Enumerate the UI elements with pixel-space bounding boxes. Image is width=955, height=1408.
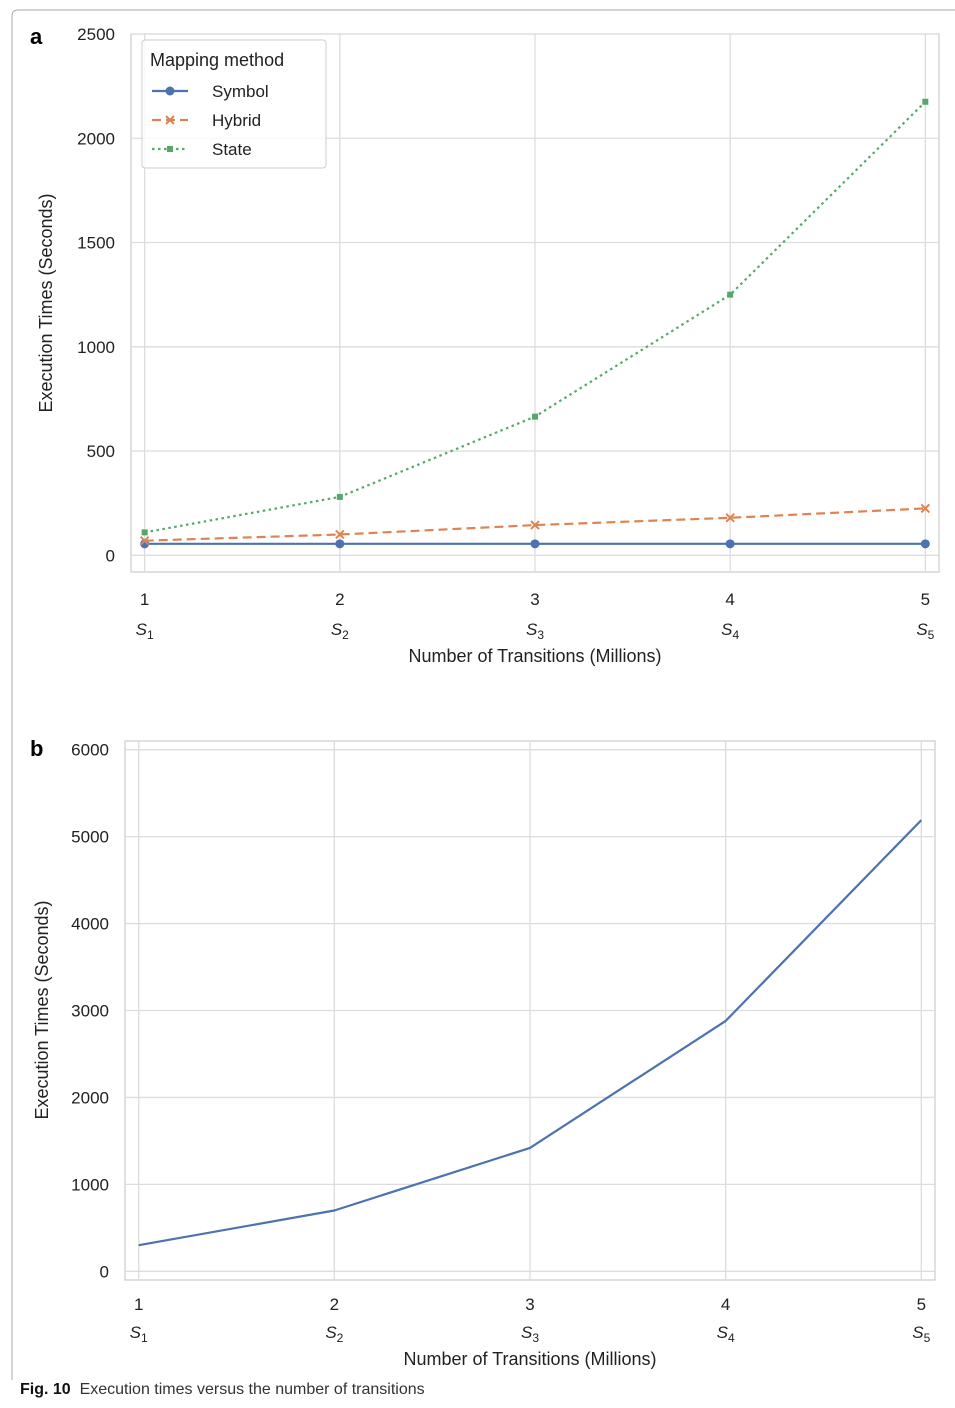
y-tick-label: 3000 xyxy=(71,1002,109,1021)
x-tick-label: 1 xyxy=(134,1295,143,1314)
y-tick-label: 1000 xyxy=(77,338,115,357)
legend-label-state: State xyxy=(212,140,252,159)
data-point-state xyxy=(922,98,929,105)
legend-marker-symbol xyxy=(165,86,175,96)
data-point-hybrid xyxy=(139,536,150,546)
series-line-execution-time xyxy=(138,819,923,1247)
data-point-symbol xyxy=(920,539,930,549)
data-point-state xyxy=(141,529,148,536)
chart-panel-b: 0 1000 2000 3000 4000 5000 6000 1 S1 2 S2 3 S3 4 S4 5 S5… xyxy=(30,736,936,1369)
legend: Mapping method Symbol Hybrid State xyxy=(141,39,327,169)
y-tick-label: 5000 xyxy=(71,828,109,847)
x-tick-sublabel: S3 xyxy=(526,620,544,642)
x-tick-label: 5 xyxy=(917,1295,926,1314)
x-tick-label: 2 xyxy=(330,1295,339,1314)
panel-letter: a xyxy=(30,24,43,49)
legend-label-symbol: Symbol xyxy=(212,82,269,101)
data-point-hybrid xyxy=(920,503,931,514)
data-point-symbol xyxy=(725,539,735,549)
x-tick-sublabel: S1 xyxy=(130,1323,148,1345)
x-tick-label: 5 xyxy=(921,590,930,609)
legend-marker-state xyxy=(167,146,173,152)
legend-title: Mapping method xyxy=(150,50,284,70)
x-tick-sublabel: S2 xyxy=(325,1323,343,1345)
legend-label-hybrid: Hybrid xyxy=(212,111,261,130)
data-point-hybrid xyxy=(530,520,540,530)
x-axis-label: Number of Transitions (Millions) xyxy=(403,1349,656,1369)
caption-text: Execution times versus the number of tra… xyxy=(79,1381,425,1398)
x-tick-sublabel: S3 xyxy=(521,1323,539,1345)
y-tick-label: 500 xyxy=(87,442,115,461)
x-tick-label: 4 xyxy=(725,590,734,609)
x-tick-label: 4 xyxy=(721,1295,730,1314)
data-point-hybrid xyxy=(725,513,735,523)
legend-box xyxy=(141,39,327,169)
y-axis-label: Execution Times (Seconds) xyxy=(36,193,56,412)
chart-panel-a: 0 500 1000 1500 2000 2500 1 S1 2 S2 3 S3 4 S4 5 S5 Numbe… xyxy=(30,24,940,666)
panel-letter: b xyxy=(30,736,43,761)
x-tick-label: 3 xyxy=(525,1295,534,1314)
x-tick-sublabel: S1 xyxy=(136,620,154,642)
y-tick-label: 2000 xyxy=(77,129,115,148)
x-tick-sublabel: S5 xyxy=(912,1323,930,1345)
y-tick-label: 0 xyxy=(106,546,115,565)
y-axis-label: Execution Times (Seconds) xyxy=(32,900,52,1119)
y-tick-label: 2000 xyxy=(71,1088,109,1107)
data-point-hybrid xyxy=(335,529,345,540)
series-line-hybrid xyxy=(144,507,926,542)
x-tick-sublabel: S5 xyxy=(916,620,934,642)
data-point-state xyxy=(532,413,538,420)
data-point-symbol xyxy=(530,539,540,549)
caption-label: Fig. 10 xyxy=(20,1381,71,1398)
x-axis-label: Number of Transitions (Millions) xyxy=(408,646,661,666)
data-point-state xyxy=(727,291,734,298)
x-tick-label: 2 xyxy=(335,590,344,609)
figure-border xyxy=(11,9,955,1380)
y-tick-label: 0 xyxy=(100,1262,109,1281)
y-tick-label: 4000 xyxy=(71,915,109,934)
y-tick-label: 1500 xyxy=(77,234,115,253)
data-point-state xyxy=(336,493,343,500)
y-tick-label: 2500 xyxy=(77,25,115,44)
data-point-symbol xyxy=(335,539,345,549)
x-tick-label: 3 xyxy=(530,590,539,609)
legend-marker-hybrid xyxy=(165,115,175,125)
x-tick-sublabel: S4 xyxy=(721,620,739,642)
x-tick-sublabel: S4 xyxy=(717,1323,735,1345)
figure-caption: Fig. 10 Execution times versus the numbe… xyxy=(20,1381,425,1399)
y-tick-label: 1000 xyxy=(71,1175,109,1194)
y-tick-label: 6000 xyxy=(71,741,109,760)
x-tick-sublabel: S2 xyxy=(331,620,349,642)
x-tick-label: 1 xyxy=(140,590,149,609)
